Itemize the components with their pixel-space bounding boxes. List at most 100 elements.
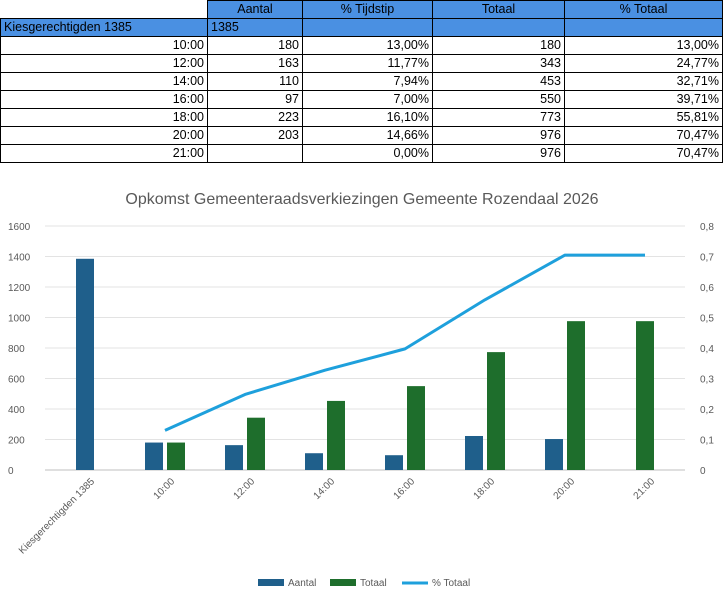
- legend-swatch-aantal: [258, 579, 284, 586]
- y2-tick-label: 0,1: [700, 436, 714, 447]
- y-tick-label: 400: [8, 405, 25, 416]
- row-totaal[interactable]: 343: [432, 54, 565, 73]
- bar-totaal: [327, 400, 345, 470]
- row-pct-tijdstip[interactable]: 11,77%: [302, 54, 433, 73]
- row-aantal[interactable]: 97: [207, 90, 303, 109]
- bar-aantal: [305, 453, 323, 470]
- x-tick-label: 12:00: [232, 476, 258, 502]
- row-pct-tijdstip[interactable]: 0,00%: [302, 144, 433, 163]
- row-pct-tijdstip[interactable]: 7,00%: [302, 90, 433, 109]
- table-row: 16:00 97 7,00% 550 39,71%: [0, 90, 723, 109]
- legend-label-aantal: Aantal: [288, 578, 316, 589]
- table-row: 12:00 163 11,77% 343 24,77%: [0, 54, 723, 73]
- turnout-chart: Opkomst Gemeenteraadsverkiezingen Gemeen…: [8, 191, 714, 589]
- bar-aantal: [465, 435, 483, 470]
- row-time[interactable]: 18:00: [0, 108, 208, 127]
- table-row: 21:00 0,00% 976 70,47%: [0, 144, 723, 163]
- row-totaal[interactable]: 773: [432, 108, 565, 127]
- row-pct-tijdstip[interactable]: 14,66%: [302, 126, 433, 145]
- table-row: 10:00 180 13,00% 180 13,00%: [0, 36, 723, 55]
- header-row: Aantal % Tijdstip Totaal % Totaal: [1, 0, 723, 19]
- row-totaal[interactable]: 453: [432, 72, 565, 91]
- x-tick-label: 21:00: [632, 476, 658, 502]
- kiesgerechtigden-empty-cell[interactable]: [432, 18, 565, 37]
- row-time[interactable]: 20:00: [0, 126, 208, 145]
- y-tick-label: 1200: [8, 283, 31, 294]
- y-tick-label: 0: [8, 466, 14, 477]
- legend-swatch-totaal: [330, 579, 356, 586]
- y2-tick-label: 0,6: [700, 283, 714, 294]
- bar-aantal: [145, 442, 163, 470]
- row-pct-totaal[interactable]: 39,71%: [564, 90, 723, 109]
- line-pct-totaal: [164, 253, 645, 432]
- row-pct-totaal[interactable]: 70,47%: [564, 144, 723, 163]
- chart-title: Opkomst Gemeenteraadsverkiezingen Gemeen…: [125, 191, 598, 208]
- row-time[interactable]: 16:00: [0, 90, 208, 109]
- header-pct-totaal[interactable]: % Totaal: [564, 0, 723, 19]
- y-tick-label: 200: [8, 436, 25, 447]
- row-pct-totaal[interactable]: 32,71%: [564, 72, 723, 91]
- bar-totaal: [636, 321, 654, 470]
- bar-totaal: [407, 386, 425, 470]
- bar-totaal: [567, 321, 585, 470]
- y-tick-label: 600: [8, 375, 25, 386]
- row-aantal[interactable]: [207, 144, 303, 163]
- kiesgerechtigden-row: Kiesgerechtigden 1385 1385: [0, 18, 723, 37]
- bar-aantal: [225, 445, 243, 470]
- row-pct-totaal[interactable]: 24,77%: [564, 54, 723, 73]
- y2-tick-label: 0,5: [700, 314, 714, 325]
- y-tick-label: 1000: [8, 314, 31, 325]
- data-table: Aantal % Tijdstip Totaal % Totaal Kiesge…: [0, 0, 723, 163]
- row-totaal[interactable]: 180: [432, 36, 565, 55]
- row-pct-tijdstip[interactable]: 7,94%: [302, 72, 433, 91]
- row-aantal[interactable]: 110: [207, 72, 303, 91]
- row-totaal[interactable]: 976: [432, 144, 565, 163]
- y-tick-label: 800: [8, 344, 25, 355]
- row-totaal[interactable]: 976: [432, 126, 565, 145]
- row-aantal[interactable]: 223: [207, 108, 303, 127]
- row-totaal[interactable]: 550: [432, 90, 565, 109]
- kiesgerechtigden-empty-cell[interactable]: [302, 18, 433, 37]
- kiesgerechtigden-label[interactable]: Kiesgerechtigden 1385: [0, 18, 208, 37]
- row-aantal[interactable]: 180: [207, 36, 303, 55]
- header-blank-cell: [1, 1, 208, 19]
- row-time[interactable]: 10:00: [0, 36, 208, 55]
- header-totaal[interactable]: Totaal: [432, 0, 565, 19]
- y2-tick-label: 0,4: [700, 344, 714, 355]
- y2-tick-label: 0,2: [700, 405, 714, 416]
- row-pct-tijdstip[interactable]: 13,00%: [302, 36, 433, 55]
- legend-label-totaal: % Totaal: [432, 578, 470, 589]
- x-tick-label: Kiesgerechtigden 1385: [17, 476, 97, 556]
- x-tick-label: 18:00: [472, 476, 498, 502]
- row-pct-totaal[interactable]: 70,47%: [564, 126, 723, 145]
- bar-aantal: [385, 455, 403, 470]
- row-pct-totaal[interactable]: 55,81%: [564, 108, 723, 127]
- row-time[interactable]: 12:00: [0, 54, 208, 73]
- row-time[interactable]: 21:00: [0, 144, 208, 163]
- y2-tick-label: 0,3: [700, 375, 714, 386]
- y-tick-label: 1400: [8, 253, 31, 264]
- x-tick-label: 20:00: [552, 476, 578, 502]
- bar-aantal: [545, 439, 563, 470]
- header-pct-tijdstip[interactable]: % Tijdstip: [302, 0, 433, 19]
- legend-label-totaal: Totaal: [360, 578, 387, 589]
- x-tick-label: 14:00: [312, 476, 338, 502]
- header-aantal[interactable]: Aantal: [207, 0, 303, 19]
- kiesgerechtigden-empty-cell[interactable]: [564, 18, 723, 37]
- bar-totaal: [167, 442, 185, 470]
- y2-tick-label: 0: [700, 466, 706, 477]
- kiesgerechtigden-aantal[interactable]: 1385: [207, 18, 303, 37]
- row-aantal[interactable]: 203: [207, 126, 303, 145]
- table-row: 18:00 223 16,10% 773 55,81%: [0, 108, 723, 127]
- y2-tick-label: 0,7: [700, 253, 714, 264]
- table-row: 14:00 110 7,94% 453 32,71%: [0, 72, 723, 91]
- x-tick-label: 10:00: [152, 476, 178, 502]
- bar-aantal: [76, 258, 94, 470]
- table-row: 20:00 203 14,66% 976 70,47%: [0, 126, 723, 145]
- row-time[interactable]: 14:00: [0, 72, 208, 91]
- row-pct-tijdstip[interactable]: 16,10%: [302, 108, 433, 127]
- bar-totaal: [247, 417, 265, 470]
- bar-totaal: [487, 352, 505, 470]
- row-pct-totaal[interactable]: 13,00%: [564, 36, 723, 55]
- row-aantal[interactable]: 163: [207, 54, 303, 73]
